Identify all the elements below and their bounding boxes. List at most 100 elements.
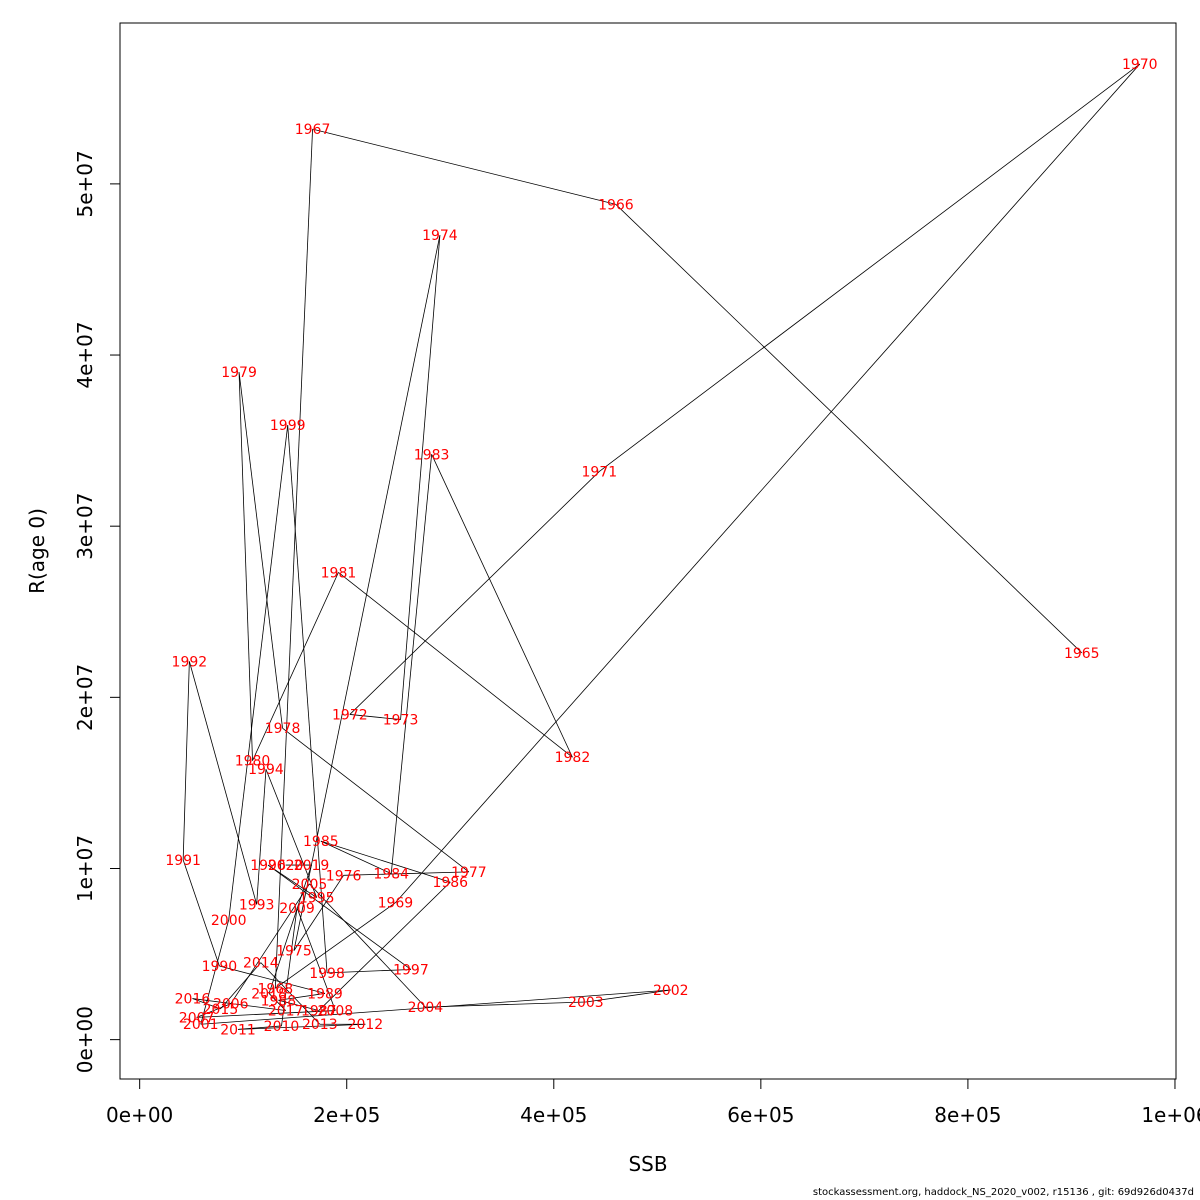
point-label: 2001: [183, 1017, 219, 1033]
point-label: 2008: [318, 1004, 354, 1020]
trajectory-segment: [278, 993, 326, 1001]
point-label: 2009: [279, 901, 315, 917]
point-label: 2002: [653, 983, 689, 999]
x-tick-label: 8e+05: [934, 1103, 1001, 1127]
trajectory-segment: [296, 907, 336, 1011]
point-label: 1978: [265, 721, 301, 737]
y-axis: 0e+00 1e+07 2e+07 3e+07 4e+07 5e+07: [73, 150, 121, 1073]
trajectory-segment: [268, 864, 312, 994]
trajectory-segment: [338, 572, 573, 758]
trajectory-segment: [282, 727, 470, 873]
x-tick-label: 6e+05: [727, 1103, 794, 1127]
point-label: 1990: [202, 959, 238, 975]
point-label: 1983: [414, 447, 450, 463]
point-label: 2004: [408, 1000, 444, 1016]
point-label: 1968: [257, 981, 293, 997]
trajectory-segment: [182, 661, 190, 860]
point-label: 1984: [373, 867, 409, 883]
point-label: 1981: [321, 565, 357, 581]
trajectory-segment: [219, 965, 326, 994]
trajectory-segment: [238, 372, 283, 729]
point-label: 1999: [270, 418, 306, 434]
point-label: 2013: [302, 1017, 338, 1033]
point-label: 1982: [555, 750, 591, 766]
point-label: 1977: [451, 865, 487, 881]
point-label: 1974: [422, 228, 458, 244]
trajectory-segment: [238, 1023, 366, 1030]
point-label: 2005: [292, 877, 328, 893]
point-label: 1988: [261, 993, 297, 1009]
x-tick-label: 1e+06: [1141, 1103, 1200, 1127]
point-label: 2011: [220, 1022, 256, 1038]
point-labels: 1965 1966 1967 1968 1969 1970 1971 1972 1973 1974…: [165, 57, 1157, 1038]
point-label: 1965: [1064, 646, 1100, 662]
trajectory-segment: [188, 661, 258, 905]
trajectory-segment: [293, 875, 344, 951]
trajectory-segment: [343, 871, 469, 876]
point-label: 2015: [203, 1002, 239, 1018]
x-axis-title: SSB: [628, 1152, 667, 1176]
trajectory-segment: [349, 714, 401, 720]
point-label: 1989: [307, 986, 343, 1002]
trajectory-segment: [238, 372, 253, 761]
point-label: 1986: [432, 875, 468, 891]
y-tick-label: 3e+07: [73, 493, 97, 560]
point-label: 2018: [251, 986, 287, 1002]
x-tick-label: 0e+00: [106, 1103, 173, 1127]
point-label: 1992: [172, 654, 208, 670]
point-label: 2007: [179, 1010, 215, 1026]
trajectory-segment: [228, 425, 289, 920]
trajectory-segment: [615, 204, 1083, 654]
point-label: 1967: [295, 122, 331, 138]
point-label: 1987: [301, 1004, 337, 1020]
trajectory-segment: [274, 129, 313, 989]
trajectory-segment: [327, 969, 411, 974]
trajectory-segment: [395, 63, 1141, 903]
point-label: 1966: [598, 197, 634, 213]
trajectory-segment: [275, 902, 396, 989]
trajectory-segment: [278, 999, 319, 1011]
point-label: 1997: [393, 962, 429, 978]
trajectory-segment: [599, 63, 1141, 472]
trajectory-segment: [220, 962, 262, 1010]
trajectory-segment: [256, 769, 267, 905]
footer-credit: stockassessment.org, haddock_NS_2020_v00…: [812, 1187, 1194, 1198]
trajectory-segment: [320, 840, 451, 883]
trajectory-segment: [390, 454, 433, 874]
trajectory-segment: [320, 840, 392, 874]
point-label: 1985: [303, 834, 339, 850]
trajectory-segment: [196, 1010, 336, 1018]
point-label: 1969: [378, 896, 414, 912]
point-label: 1973: [383, 713, 419, 729]
point-label: 2010: [264, 1019, 300, 1035]
trajectory-segment: [230, 883, 310, 1004]
point-label: 2016: [175, 992, 211, 1008]
point-label: 2020: [268, 858, 304, 874]
point-label: 1972: [332, 707, 368, 723]
x-axis: 0e+00 2e+05 4e+05 6e+05 8e+05 1e+06: [106, 1078, 1200, 1127]
y-tick-label: 0e+00: [73, 1006, 97, 1073]
trajectory-segment: [309, 883, 426, 1008]
point-label: 2000: [211, 913, 247, 929]
trajectory-segment: [252, 572, 339, 761]
point-label: 2014: [243, 956, 279, 972]
point-label: 2017: [268, 1004, 304, 1020]
trajectory-segment: [196, 1003, 231, 1018]
trajectory-lines: [182, 63, 1141, 1030]
point-label: 1996: [250, 858, 286, 874]
trajectory-segment: [192, 998, 286, 1011]
point-label: 1980: [235, 754, 271, 770]
trajectory-segment: [192, 998, 221, 1010]
point-label: 1971: [582, 464, 618, 480]
trajectory-segment: [287, 425, 328, 973]
trajectory-segment: [182, 859, 220, 967]
trajectory-segment: [431, 454, 573, 758]
trajectory-segment: [267, 864, 317, 898]
trajectory-segment: [293, 235, 441, 951]
x-tick-label: 2e+05: [313, 1103, 380, 1127]
trajectory-segment: [260, 962, 321, 1025]
point-label: 1993: [239, 897, 275, 913]
point-label: 1991: [165, 853, 201, 869]
trajectory-segment: [349, 471, 600, 715]
